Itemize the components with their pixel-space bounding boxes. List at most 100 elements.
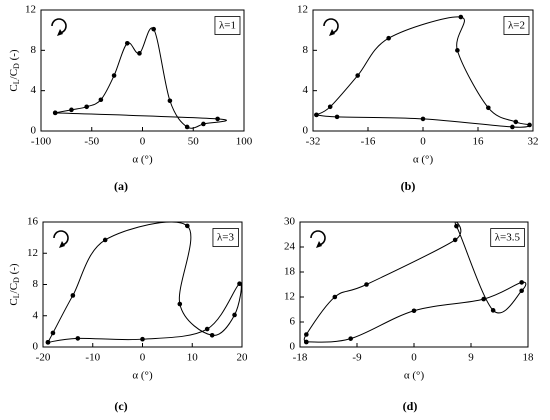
x-tick-label: 32 — [528, 136, 539, 148]
panel-label: (b) — [401, 179, 416, 193]
point — [327, 104, 333, 110]
x-tick-label: -9 — [352, 352, 362, 364]
x-tick-label: 50 — [188, 136, 200, 148]
point — [420, 116, 426, 122]
x-tick-label: 16 — [473, 136, 485, 148]
annotation: λ=2 — [508, 20, 525, 32]
panel-label: (c) — [114, 399, 127, 413]
point — [490, 308, 496, 313]
y-tick-label: 8 — [31, 44, 37, 56]
point — [334, 114, 340, 120]
annotation: λ=3.5 — [495, 232, 521, 244]
point — [98, 97, 104, 103]
point — [237, 281, 242, 287]
curve — [316, 16, 531, 128]
rotation-icon — [323, 18, 339, 34]
point — [52, 110, 58, 116]
point — [348, 336, 353, 341]
point — [513, 119, 519, 125]
rotation-icon — [53, 230, 69, 246]
y-axis-label: CL/CD (-) — [8, 263, 21, 305]
y-axis-label-part: /C — [8, 69, 20, 79]
point — [332, 294, 338, 300]
annotation-frame — [503, 16, 530, 35]
y-axis-label-part: C — [8, 298, 20, 305]
x-tick-label: 0 — [420, 136, 426, 148]
point — [201, 121, 206, 127]
point — [151, 26, 156, 32]
annotation-frame — [212, 228, 239, 247]
point — [209, 332, 215, 338]
point — [455, 48, 460, 53]
point — [204, 326, 210, 332]
annotation-box: λ=3.5 — [490, 228, 525, 247]
x-tick-label: 0 — [140, 136, 146, 148]
rotation-arrowhead — [57, 29, 63, 36]
x-axis-label: α (°) — [404, 370, 425, 382]
y-tick-label: 4 — [31, 84, 37, 96]
y-tick-label: 12 — [297, 4, 308, 16]
point — [111, 73, 117, 78]
x-tick-label: -20 — [36, 352, 51, 364]
x-tick-label: 9 — [468, 352, 474, 364]
rotation-arrowhead — [316, 241, 322, 248]
plot-frame — [42, 221, 243, 348]
y-tick-label: 18 — [284, 266, 296, 278]
x-tick-label: 0 — [411, 352, 417, 364]
point — [481, 296, 486, 302]
annotation-box: λ=2 — [503, 16, 530, 35]
plot-frame — [312, 9, 534, 132]
point — [452, 237, 458, 243]
annotation-box: λ=1 — [214, 16, 241, 35]
y-tick-label: 4 — [303, 84, 309, 96]
point — [411, 308, 417, 314]
point — [184, 223, 190, 229]
point — [75, 336, 81, 341]
x-tick-label: -32 — [306, 136, 321, 148]
rotation-arrowhead — [329, 29, 335, 36]
point — [167, 98, 173, 104]
point — [510, 124, 515, 130]
x-axis-label: α (°) — [132, 370, 153, 382]
point — [69, 107, 74, 113]
y-tick-label: 12 — [284, 291, 295, 303]
point — [84, 104, 89, 110]
point — [386, 35, 391, 41]
y-tick-label: 16 — [27, 216, 39, 228]
point — [215, 116, 220, 122]
point — [124, 40, 130, 46]
point — [45, 340, 51, 345]
y-tick-label: 4 — [33, 309, 39, 321]
panel-label: (a) — [114, 179, 128, 193]
x-tick-label: -10 — [85, 352, 100, 364]
point — [184, 124, 190, 130]
point — [102, 237, 108, 243]
y-tick-label: 0 — [303, 125, 309, 137]
x-tick-label: -50 — [84, 136, 99, 148]
x-tick-label: 0 — [140, 352, 146, 364]
point — [454, 223, 459, 229]
point — [137, 51, 142, 56]
y-axis-label-part: (-) — [8, 49, 20, 63]
y-axis-label-part: C — [8, 84, 20, 91]
annotation-frame — [490, 228, 525, 247]
y-axis-label-part: (-) — [8, 263, 20, 277]
y-tick-label: 0 — [33, 341, 39, 353]
point — [232, 312, 237, 318]
y-axis-label-part: L — [12, 293, 21, 298]
point — [304, 339, 309, 345]
point — [519, 288, 524, 294]
point — [177, 301, 183, 307]
x-tick-label: 10 — [187, 352, 199, 364]
y-tick-label: 24 — [284, 241, 296, 253]
x-axis-label: α (°) — [413, 154, 434, 166]
point — [355, 73, 360, 78]
annotation: λ=1 — [219, 20, 236, 32]
y-tick-label: 8 — [303, 44, 309, 56]
x-tick-label: -16 — [361, 136, 376, 148]
curve — [55, 27, 228, 129]
point — [519, 280, 524, 285]
point — [458, 14, 464, 20]
x-tick-label: 20 — [237, 352, 249, 364]
